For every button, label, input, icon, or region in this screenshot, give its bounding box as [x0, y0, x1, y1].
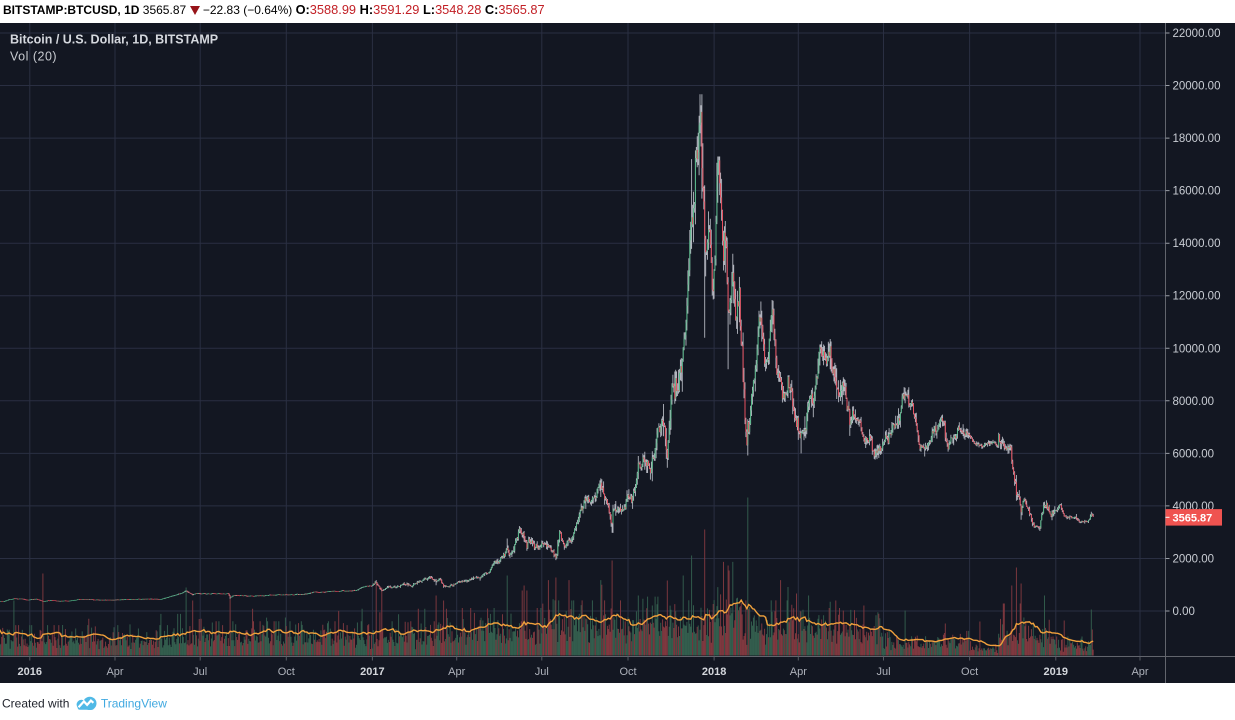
svg-text:Apr: Apr — [106, 666, 123, 678]
svg-text:18000.00: 18000.00 — [1173, 133, 1221, 145]
svg-text:2000.00: 2000.00 — [1173, 554, 1215, 566]
svg-text:Oct: Oct — [961, 666, 978, 678]
svg-text:2016: 2016 — [18, 666, 42, 678]
svg-text:8000.00: 8000.00 — [1173, 396, 1215, 408]
svg-text:3565.87: 3565.87 — [1173, 512, 1213, 524]
svg-text:16000.00: 16000.00 — [1173, 186, 1221, 198]
svg-text:Jul: Jul — [535, 666, 549, 678]
svg-text:Apr: Apr — [1131, 666, 1148, 678]
svg-text:Vol (20): Vol (20) — [10, 50, 57, 64]
svg-text:Jul: Jul — [193, 666, 207, 678]
svg-text:Apr: Apr — [448, 666, 465, 678]
svg-text:22000.00: 22000.00 — [1173, 28, 1221, 40]
svg-text:Jul: Jul — [876, 666, 890, 678]
svg-text:Oct: Oct — [619, 666, 636, 678]
svg-text:14000.00: 14000.00 — [1173, 238, 1221, 250]
svg-text:20000.00: 20000.00 — [1173, 81, 1221, 93]
svg-text:12000.00: 12000.00 — [1173, 291, 1221, 303]
svg-text:2017: 2017 — [360, 666, 384, 678]
svg-text:10000.00: 10000.00 — [1173, 343, 1221, 355]
svg-text:2018: 2018 — [702, 666, 726, 678]
svg-text:Apr: Apr — [790, 666, 807, 678]
svg-text:Bitcoin / U.S. Dollar, 1D, BIT: Bitcoin / U.S. Dollar, 1D, BITSTAMP — [10, 33, 218, 47]
svg-text:2019: 2019 — [1044, 666, 1068, 678]
svg-text:Oct: Oct — [278, 666, 295, 678]
svg-text:0.00: 0.00 — [1173, 606, 1195, 618]
svg-text:6000.00: 6000.00 — [1173, 448, 1215, 460]
